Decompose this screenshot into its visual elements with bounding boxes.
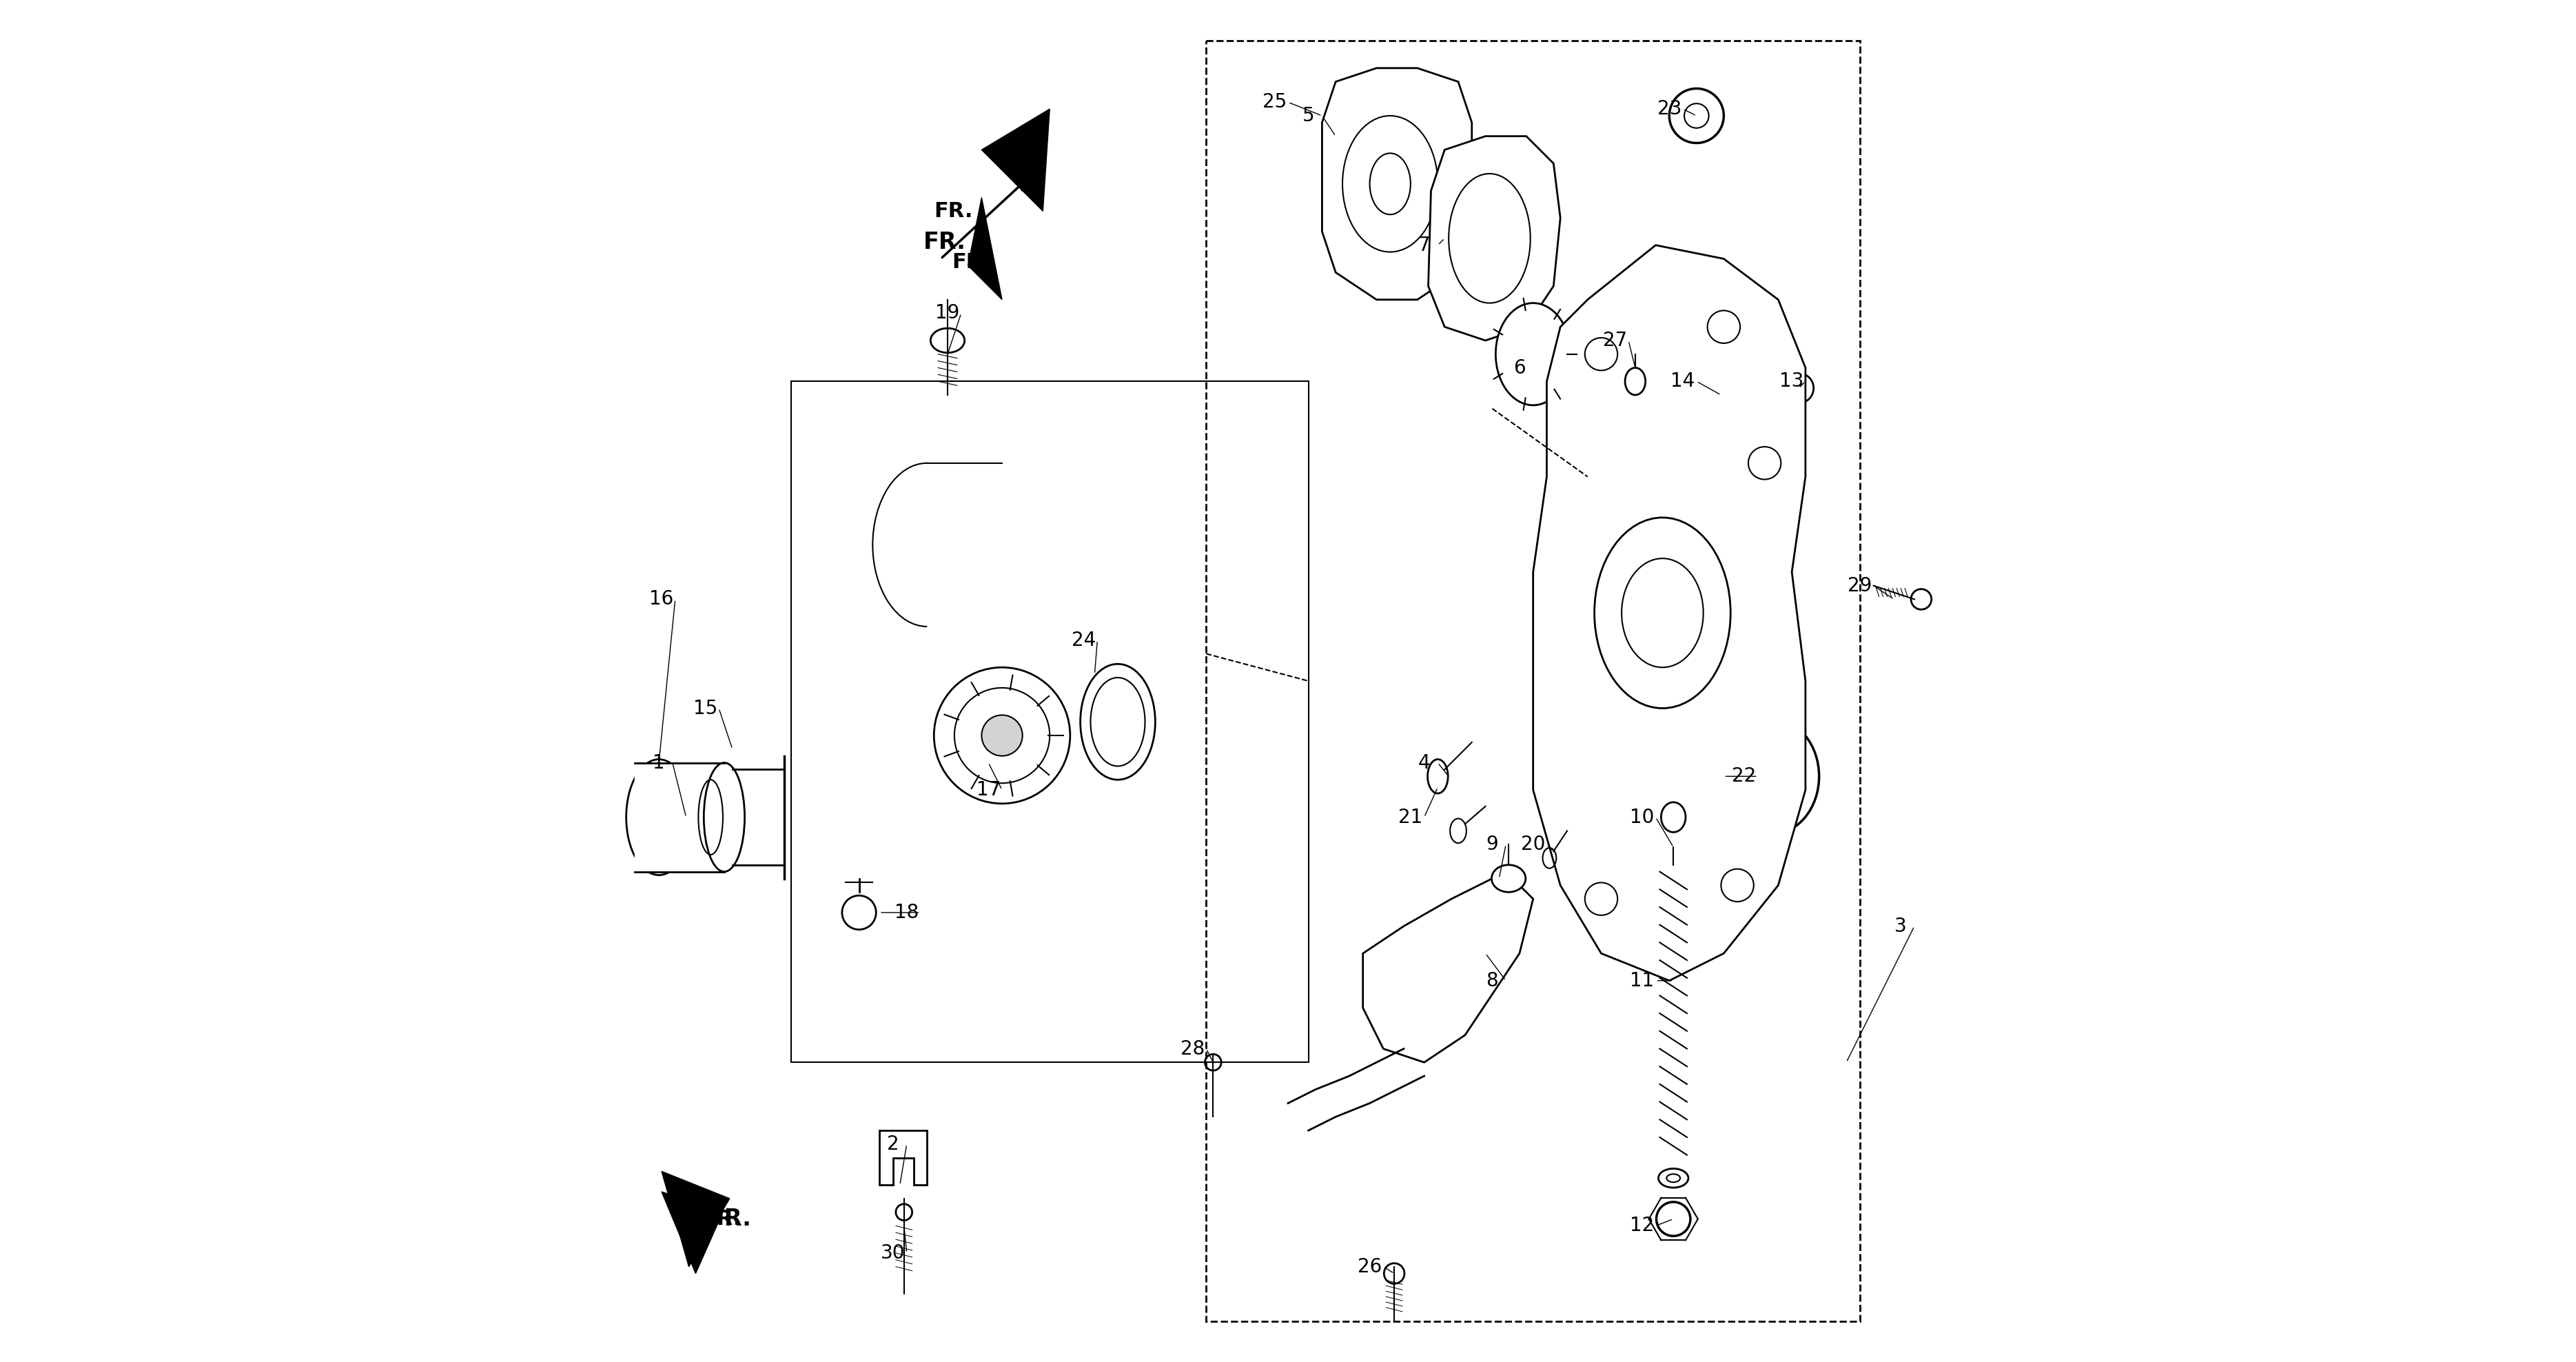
Text: FR.: FR.: [703, 1209, 742, 1229]
Ellipse shape: [1662, 802, 1685, 832]
Bar: [1206, 41, 1860, 1321]
Ellipse shape: [1492, 865, 1525, 892]
Text: 23: 23: [1656, 99, 1682, 118]
Text: FR.: FR.: [951, 252, 992, 272]
Text: 15: 15: [693, 699, 716, 718]
Polygon shape: [981, 109, 1048, 211]
Ellipse shape: [935, 667, 1069, 804]
Ellipse shape: [1669, 89, 1723, 143]
Polygon shape: [1427, 136, 1561, 340]
Text: 2: 2: [886, 1135, 899, 1154]
Text: 14: 14: [1672, 372, 1695, 391]
Text: 5: 5: [1303, 106, 1314, 125]
Circle shape: [1584, 883, 1618, 915]
Text: 8: 8: [1486, 971, 1499, 990]
Ellipse shape: [626, 760, 690, 876]
Ellipse shape: [703, 763, 744, 872]
Text: 27: 27: [1602, 331, 1628, 350]
Text: 28: 28: [1180, 1039, 1206, 1058]
Text: 18: 18: [894, 903, 920, 922]
Ellipse shape: [1783, 373, 1814, 403]
Polygon shape: [969, 197, 1002, 300]
Polygon shape: [1533, 245, 1806, 981]
Ellipse shape: [1659, 1169, 1687, 1188]
Circle shape: [1708, 311, 1741, 343]
Text: 1: 1: [652, 753, 665, 772]
Text: 30: 30: [881, 1244, 904, 1263]
Text: 3: 3: [1896, 917, 1906, 936]
Text: 9: 9: [1486, 835, 1499, 854]
Polygon shape: [1321, 68, 1471, 300]
Text: 19: 19: [935, 304, 961, 323]
Bar: [791, 381, 1309, 1062]
Text: 17: 17: [976, 780, 999, 799]
Text: 25: 25: [1262, 93, 1285, 112]
Polygon shape: [662, 1192, 724, 1273]
Polygon shape: [1363, 872, 1533, 1062]
Circle shape: [1749, 447, 1780, 479]
Text: 24: 24: [1072, 631, 1095, 650]
Circle shape: [1721, 869, 1754, 902]
Ellipse shape: [981, 715, 1023, 756]
Text: 13: 13: [1780, 372, 1803, 391]
Text: 7: 7: [1419, 236, 1430, 255]
Text: 29: 29: [1847, 576, 1873, 595]
Text: 4: 4: [1419, 753, 1430, 772]
Ellipse shape: [1656, 1203, 1690, 1237]
Text: FR.: FR.: [922, 232, 966, 253]
Text: 20: 20: [1520, 835, 1546, 854]
Ellipse shape: [1710, 383, 1736, 407]
Text: 22: 22: [1731, 767, 1757, 786]
Polygon shape: [662, 1171, 729, 1267]
Text: FR.: FR.: [935, 202, 974, 221]
Polygon shape: [878, 1130, 927, 1185]
Ellipse shape: [842, 896, 876, 930]
Text: 10: 10: [1631, 808, 1654, 827]
Text: 11: 11: [1631, 971, 1654, 990]
Text: 16: 16: [649, 590, 675, 609]
Text: 26: 26: [1358, 1257, 1381, 1276]
Text: FR.: FR.: [708, 1208, 752, 1230]
Text: 6: 6: [1515, 358, 1525, 377]
Circle shape: [1584, 338, 1618, 370]
Ellipse shape: [1497, 304, 1571, 406]
Ellipse shape: [1723, 718, 1819, 834]
Text: 21: 21: [1399, 808, 1422, 827]
Text: 12: 12: [1631, 1216, 1654, 1235]
